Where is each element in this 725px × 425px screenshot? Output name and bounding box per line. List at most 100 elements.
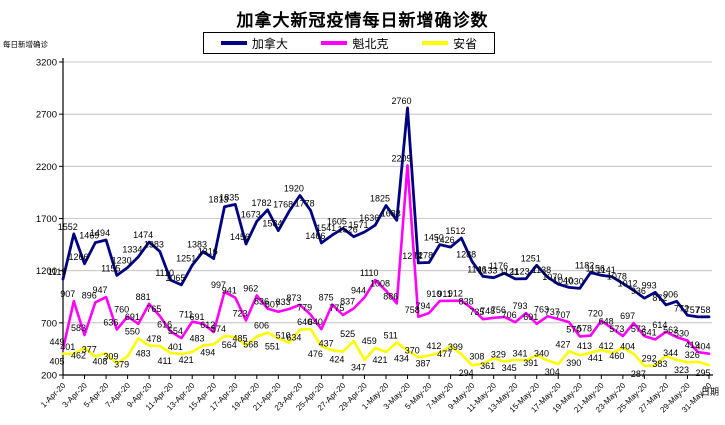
data-label: 399 <box>448 342 463 352</box>
data-label: 1584 <box>262 219 282 229</box>
data-label: 437 <box>319 338 334 348</box>
data-label: 707 <box>556 310 571 320</box>
data-label: 1121 <box>500 267 519 277</box>
data-label: 907 <box>60 289 75 299</box>
data-label: 997 <box>211 280 226 290</box>
data-label: 583 <box>71 323 86 333</box>
data-label: 379 <box>114 359 129 369</box>
data-label: 723 <box>233 308 248 318</box>
series-line-魁北克 <box>61 164 711 356</box>
data-label: 911 <box>437 289 451 299</box>
data-label: 706 <box>502 310 517 320</box>
data-label: 1138 <box>532 265 551 275</box>
y-tick-label: 2700 <box>36 110 57 121</box>
data-label: 1288 <box>456 249 476 259</box>
data-label: 1141 <box>596 265 615 275</box>
data-label: 574 <box>211 324 226 334</box>
data-label: 550 <box>125 326 140 336</box>
data-label: 691 <box>189 312 204 322</box>
data-label: 1825 <box>370 193 390 203</box>
data-label: 1605 <box>327 216 347 226</box>
data-label: 1274 <box>402 251 422 261</box>
data-label: 1383 <box>144 240 164 250</box>
data-label: 765 <box>146 304 161 314</box>
data-label: 1251 <box>521 253 541 263</box>
data-label: 720 <box>588 309 603 319</box>
data-label: 347 <box>351 363 366 373</box>
data-label: 563 <box>663 325 678 335</box>
data-label: 947 <box>93 285 108 295</box>
data-label: 1450 <box>424 233 444 243</box>
data-label: 326 <box>685 350 700 360</box>
data-label: 411 <box>157 356 171 366</box>
legend-item-加拿大: 加拿大 <box>220 35 288 52</box>
legend-line-swatch <box>220 41 247 45</box>
data-label: 323 <box>674 365 689 375</box>
y-tick-label: 1200 <box>36 266 57 277</box>
data-label: 1266 <box>69 252 89 262</box>
data-label: 401 <box>60 342 75 352</box>
data-label: 1512 <box>445 226 465 236</box>
data-label: 757 <box>685 305 700 315</box>
data-label: 697 <box>620 311 635 321</box>
data-label: 405 <box>49 357 64 367</box>
data-label: 1541 <box>316 223 336 233</box>
data-label: 1008 <box>370 279 390 289</box>
data-label: 1110 <box>360 268 379 278</box>
data-label: 1456 <box>230 232 250 242</box>
data-label: 1813 <box>208 195 228 205</box>
data-label: 912 <box>448 289 463 299</box>
data-label: 1316 <box>198 247 218 257</box>
data-label: 570 <box>566 324 581 334</box>
data-label: 1683 <box>381 208 401 218</box>
data-label: 441 <box>588 353 603 363</box>
data-label: 568 <box>243 340 258 350</box>
data-label: 525 <box>340 329 355 339</box>
data-label: 873 <box>286 293 301 303</box>
data-label: 1133 <box>478 266 497 276</box>
data-label: 772 <box>674 303 689 313</box>
data-label: 391 <box>523 358 538 368</box>
data-label: 1030 <box>564 276 584 286</box>
data-label: 329 <box>491 350 506 360</box>
data-label: 758 <box>405 305 420 315</box>
data-label: 1230 <box>112 256 132 266</box>
legend-label: 魁北克 <box>352 36 389 51</box>
data-label: 483 <box>136 348 151 358</box>
data-label: 511 <box>384 331 398 341</box>
data-label: 1155 <box>101 263 120 273</box>
data-label: 295 <box>695 368 710 378</box>
data-label: 1920 <box>284 184 304 194</box>
series-line-加拿大 <box>61 106 711 319</box>
data-label: 775 <box>329 303 344 313</box>
data-label: 1123 <box>510 267 529 277</box>
data-label: 401 <box>168 342 183 352</box>
data-label: 459 <box>362 336 377 346</box>
data-label: 404 <box>620 342 635 352</box>
data-label: 1176 <box>489 261 508 271</box>
data-label: 412 <box>426 341 441 351</box>
data-label: 1636 <box>359 213 379 223</box>
data-label: 648 <box>599 316 614 326</box>
x-axis-title: 日期 <box>700 387 719 397</box>
data-label: 1065 <box>165 273 185 283</box>
data-label: 807 <box>265 300 280 310</box>
data-label: 735 <box>469 307 484 317</box>
data-label: 361 <box>480 361 495 371</box>
data-label: 711 <box>179 310 193 320</box>
legend-line-swatch <box>422 41 449 45</box>
data-label: 573 <box>609 324 624 334</box>
data-label: 390 <box>566 358 581 368</box>
legend-label: 安省 <box>453 36 478 51</box>
data-label: 564 <box>222 340 237 350</box>
data-label: 838 <box>459 296 474 306</box>
data-label: 1782 <box>252 198 272 208</box>
data-label: 896 <box>82 290 97 300</box>
data-label: 1383 <box>187 240 207 250</box>
data-label: 294 <box>459 368 474 378</box>
data-label: 578 <box>577 324 592 334</box>
data-label: 944 <box>351 285 366 295</box>
data-label: 881 <box>136 292 151 302</box>
data-label: 387 <box>416 358 431 368</box>
